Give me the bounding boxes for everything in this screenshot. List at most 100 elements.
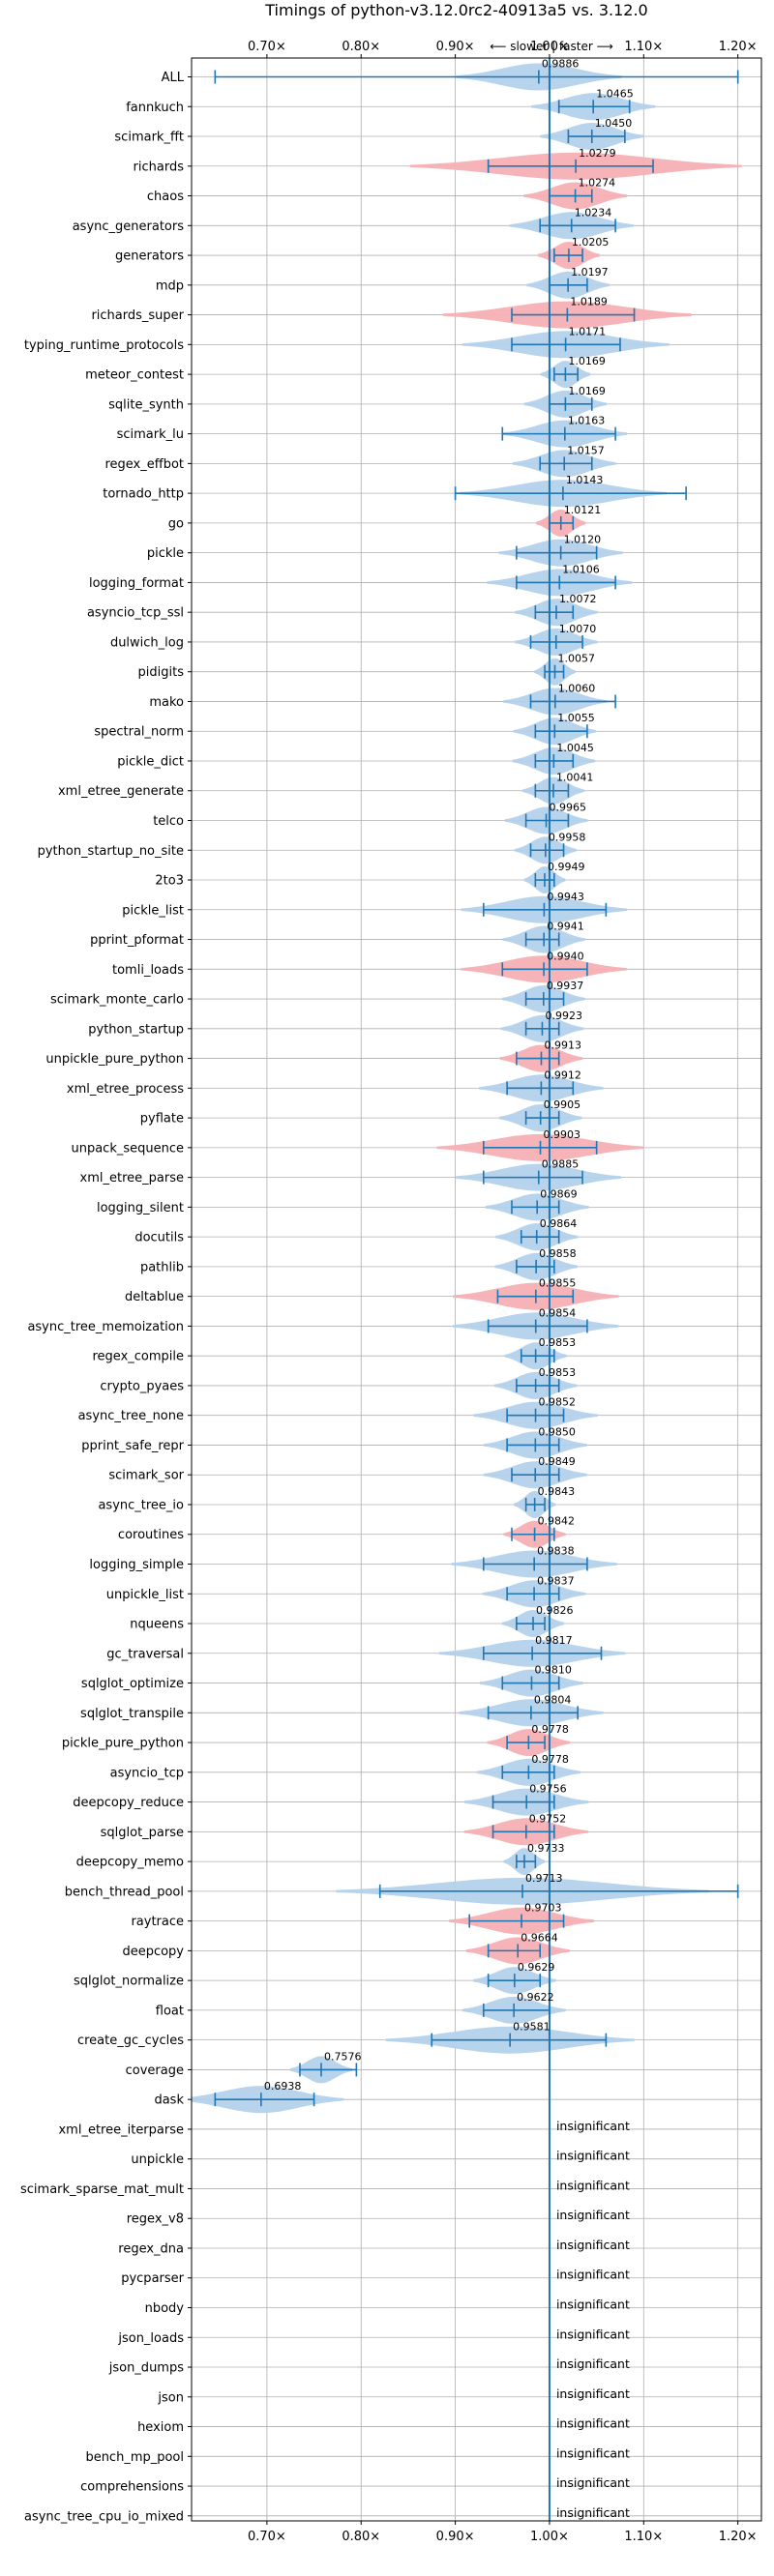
value-label: 1.0171 xyxy=(569,325,607,337)
insignificant-label: insignificant xyxy=(556,2208,630,2222)
benchmark-label: regex_v8 xyxy=(127,2212,184,2227)
value-label: 0.9864 xyxy=(540,1217,578,1230)
value-label: 1.0055 xyxy=(557,712,595,724)
benchmark-label: pickle_dict xyxy=(117,754,184,769)
whisker-layer xyxy=(214,70,739,2107)
benchmark-label: richards xyxy=(134,160,185,174)
benchmark-label: meteor_contest xyxy=(85,368,184,383)
x-tick-label-top: 1.10× xyxy=(624,40,663,54)
value-label: 0.9912 xyxy=(544,1068,581,1081)
benchmark-label: pickle xyxy=(147,546,184,561)
label-layer: 0.9886 1.0465 1.0450 1.0279 1.0274 1.0234 1.02… xyxy=(264,58,634,2520)
value-label: 1.0234 xyxy=(575,206,612,219)
insignificant-label: insignificant xyxy=(556,2178,630,2192)
benchmark-label: hexiom xyxy=(137,2420,184,2435)
insignificant-label: insignificant xyxy=(556,2475,630,2490)
insignificant-label: insignificant xyxy=(556,2386,630,2401)
benchmark-label: xml_etree_iterparse xyxy=(58,2122,184,2137)
tick-layer: 0.70× 0.70× 0.80× 0.80× 0.90× 0.90× 1.00× 1.00×… xyxy=(20,40,758,2544)
value-label: 0.9940 xyxy=(547,950,584,962)
value-label: 1.0045 xyxy=(556,742,594,754)
benchmark-label: gc_traversal xyxy=(106,1647,184,1661)
x-tick-label-bottom: 0.90× xyxy=(436,2530,475,2544)
benchmark-label: comprehensions xyxy=(80,2480,184,2495)
value-label: 0.9629 xyxy=(518,1961,555,1974)
benchmark-label: regex_effbot xyxy=(104,457,184,472)
value-label: 1.0274 xyxy=(579,177,616,190)
x-tick-label-bottom: 1.20× xyxy=(719,2530,758,2544)
benchmark-label: raytrace xyxy=(131,1915,184,1929)
value-label: 0.9810 xyxy=(534,1664,572,1677)
benchmark-label: scimark_monte_carlo xyxy=(50,993,184,1008)
benchmark-label: float xyxy=(156,2004,184,2018)
value-label: 0.9923 xyxy=(545,1010,582,1022)
benchmark-label: 2to3 xyxy=(155,874,184,889)
value-label: 1.0465 xyxy=(596,87,634,100)
value-label: 1.0169 xyxy=(568,355,606,367)
benchmark-label: pprint_safe_repr xyxy=(81,1439,184,1453)
value-label: 0.9778 xyxy=(531,1723,569,1736)
value-label: 0.9943 xyxy=(547,891,584,903)
insignificant-label: insignificant xyxy=(556,2356,630,2371)
x-tick-label-top: 1.20× xyxy=(719,40,758,54)
benchmark-label: dulwich_log xyxy=(110,635,184,650)
benchmark-label: deepcopy_memo xyxy=(76,1856,184,1870)
value-label: 0.9826 xyxy=(536,1604,574,1617)
benchmark-label: regex_compile xyxy=(92,1350,184,1364)
value-label: 1.0060 xyxy=(558,682,596,694)
value-label: 1.0121 xyxy=(564,504,602,516)
benchmark-label: async_generators xyxy=(73,220,185,234)
benchmark-label: scimark_sor xyxy=(108,1469,184,1483)
benchmark-label: generators xyxy=(115,249,184,264)
benchmark-label: sqlglot_transpile xyxy=(80,1707,184,1721)
benchmark-label: chaos xyxy=(147,190,184,204)
value-label: 0.9842 xyxy=(538,1515,576,1528)
value-label: 1.0163 xyxy=(568,415,606,427)
benchmark-label: tornado_http xyxy=(103,487,184,502)
benchmark-label: spectral_norm xyxy=(94,725,184,740)
value-label: 1.0070 xyxy=(559,623,597,635)
benchmark-label: telco xyxy=(153,814,184,829)
benchmark-label: coroutines xyxy=(118,1528,184,1542)
value-label: 0.9869 xyxy=(540,1187,578,1200)
value-label: 0.9752 xyxy=(529,1812,567,1825)
benchmark-label: fannkuch xyxy=(126,101,184,115)
value-label: 0.9885 xyxy=(542,1158,580,1171)
value-label: 0.9949 xyxy=(548,861,585,873)
benchmark-label: pathlib xyxy=(140,1260,184,1274)
value-label: 0.9854 xyxy=(539,1306,577,1319)
value-label: 1.0120 xyxy=(564,534,602,546)
value-label: 1.0106 xyxy=(562,563,600,575)
x-tick-label-bottom: 0.70× xyxy=(248,2530,286,2544)
benchmark-label: sqlglot_normalize xyxy=(74,1975,184,1989)
benchmark-label: pyflate xyxy=(140,1112,184,1127)
benchmark-label: asyncio_tcp xyxy=(110,1766,184,1780)
value-label: 0.9853 xyxy=(539,1336,577,1349)
value-label: 0.9850 xyxy=(538,1425,576,1438)
chart-title: Timings of python-v3.12.0rc2-40913a5 vs.… xyxy=(264,1,647,19)
value-label: 0.9941 xyxy=(547,921,584,933)
value-label: 1.0279 xyxy=(579,147,616,160)
benchmark-label: scimark_lu xyxy=(117,427,184,442)
benchmark-label: async_tree_none xyxy=(78,1409,184,1423)
value-label: 0.9817 xyxy=(535,1634,573,1647)
benchmark-label: mdp xyxy=(156,278,184,293)
value-label: 0.9903 xyxy=(544,1128,581,1141)
value-label: 0.9913 xyxy=(544,1039,581,1052)
benchmark-label: pycparser xyxy=(121,2271,184,2286)
benchmark-label: sqlglot_parse xyxy=(101,1826,184,1840)
benchmark-label: logging_silent xyxy=(97,1201,184,1215)
benchmark-label: bench_thread_pool xyxy=(65,1885,184,1899)
benchmark-label: mako xyxy=(149,695,184,710)
insignificant-label: insignificant xyxy=(556,2327,630,2341)
benchmark-label: python_startup_no_site xyxy=(38,844,184,859)
benchmark-label: async_tree_io xyxy=(98,1498,184,1512)
value-label: 1.0057 xyxy=(557,653,595,665)
value-label: 1.0197 xyxy=(571,266,609,278)
x-tick-label-bottom: 0.80× xyxy=(342,2530,380,2544)
benchmark-label: unpickle xyxy=(131,2152,184,2167)
direction-label: ⟵ slower | faster ⟶ xyxy=(490,40,613,53)
insignificant-label: insignificant xyxy=(556,2238,630,2252)
x-tick-label-bottom: 1.00× xyxy=(530,2530,569,2544)
